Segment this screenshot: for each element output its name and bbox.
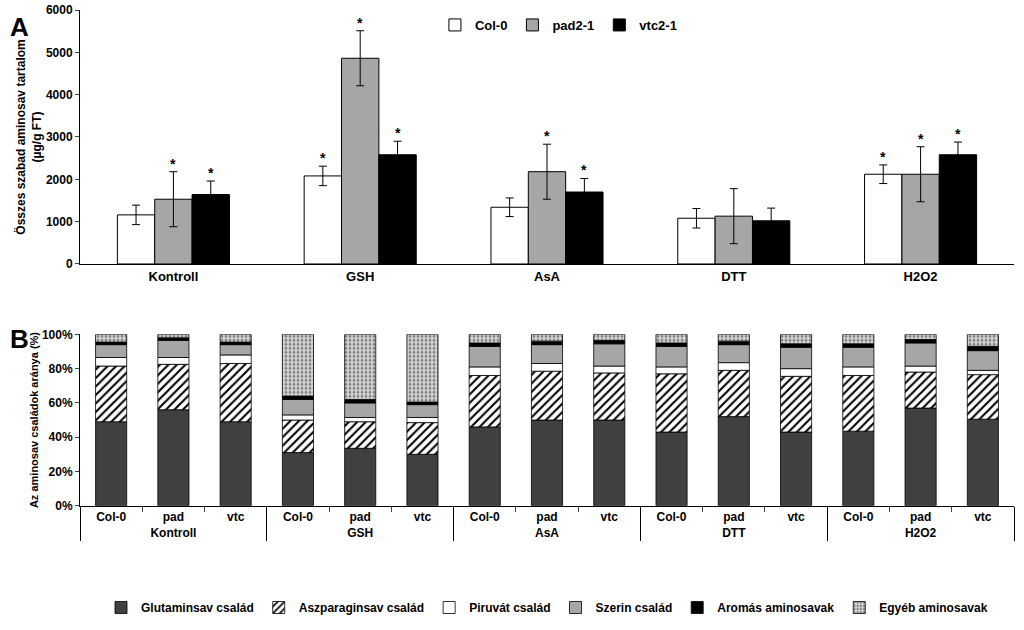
svg-text:2000: 2000 [46,173,73,187]
svg-text:Col-0: Col-0 [843,510,873,524]
svg-text:AsA: AsA [534,269,561,284]
svg-text:Kontroll: Kontroll [148,269,198,284]
svg-text:vtc: vtc [227,510,245,524]
svg-text:GSH: GSH [346,269,374,284]
svg-text:A: A [10,12,29,42]
svg-text:AsA: AsA [535,526,559,540]
svg-text:Aszparaginsav család: Aszparaginsav család [299,601,424,615]
svg-text:pad: pad [723,510,744,524]
svg-text:Egyéb aminosavak: Egyéb aminosavak [879,601,987,615]
svg-text:Col-0: Col-0 [283,510,313,524]
svg-text:1000: 1000 [46,215,73,229]
svg-text:*: * [880,149,886,165]
svg-text:pad: pad [350,510,371,524]
svg-text:vtc: vtc [787,510,805,524]
svg-text:*: * [170,156,176,172]
svg-text:*: * [918,131,924,147]
svg-text:4000: 4000 [46,88,73,102]
svg-text:Col-0: Col-0 [475,18,508,33]
svg-text:80%: 80% [49,362,73,376]
svg-text:*: * [544,128,550,144]
svg-text:20%: 20% [49,465,73,479]
svg-text:3000: 3000 [46,130,73,144]
svg-text:H2O2: H2O2 [904,269,938,284]
svg-text:Col-0: Col-0 [657,510,687,524]
svg-text:40%: 40% [49,430,73,444]
svg-text:Col-0: Col-0 [96,510,126,524]
svg-text:Kontroll: Kontroll [150,526,196,540]
svg-text:vtc: vtc [414,510,432,524]
svg-text:vtc: vtc [601,510,619,524]
svg-text:vtc: vtc [974,510,992,524]
svg-text:GSH: GSH [347,526,373,540]
svg-text:6000: 6000 [46,3,73,17]
svg-text:H2O2: H2O2 [905,526,937,540]
svg-text:*: * [357,15,363,31]
svg-text:Col-0: Col-0 [470,510,500,524]
svg-text:pad2-1: pad2-1 [552,18,594,33]
svg-text:*: * [955,126,961,142]
svg-text:Összes szabad aminosav tartalo: Összes szabad aminosav tartalom(µg/g FT) [13,39,44,234]
svg-text:vtc2-1: vtc2-1 [639,18,677,33]
svg-text:0: 0 [66,257,73,271]
svg-text:Szerin család: Szerin család [596,601,673,615]
svg-text:*: * [581,162,587,178]
svg-text:DTT: DTT [722,526,746,540]
svg-text:B: B [10,324,29,354]
svg-text:*: * [320,150,326,166]
svg-text:0%: 0% [55,499,73,513]
svg-text:pad: pad [910,510,931,524]
svg-text:*: * [208,165,214,181]
svg-text:Glutaminsav család: Glutaminsav család [141,601,254,615]
svg-text:pad: pad [536,510,557,524]
svg-text:*: * [395,125,401,141]
svg-text:5000: 5000 [46,46,73,60]
svg-text:pad: pad [163,510,184,524]
svg-text:Az aminosav családok aránya (%: Az aminosav családok aránya (%) [28,332,40,508]
svg-text:60%: 60% [49,396,73,410]
svg-text:Piruvát család: Piruvát család [469,601,550,615]
svg-text:100%: 100% [42,328,73,342]
svg-text:DTT: DTT [721,269,746,284]
svg-text:Aromás aminosavak: Aromás aminosavak [717,601,834,615]
